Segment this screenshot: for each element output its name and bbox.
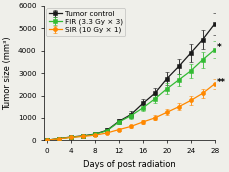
Text: *: * <box>216 43 221 52</box>
Text: **: ** <box>216 78 226 87</box>
Legend: Tumor control, FIR (3.3 Gy × 3), SIR (10 Gy × 1): Tumor control, FIR (3.3 Gy × 3), SIR (10… <box>46 8 125 36</box>
X-axis label: Days of post radiation: Days of post radiation <box>83 159 176 169</box>
Y-axis label: Tumor size (mm³): Tumor size (mm³) <box>3 36 12 110</box>
